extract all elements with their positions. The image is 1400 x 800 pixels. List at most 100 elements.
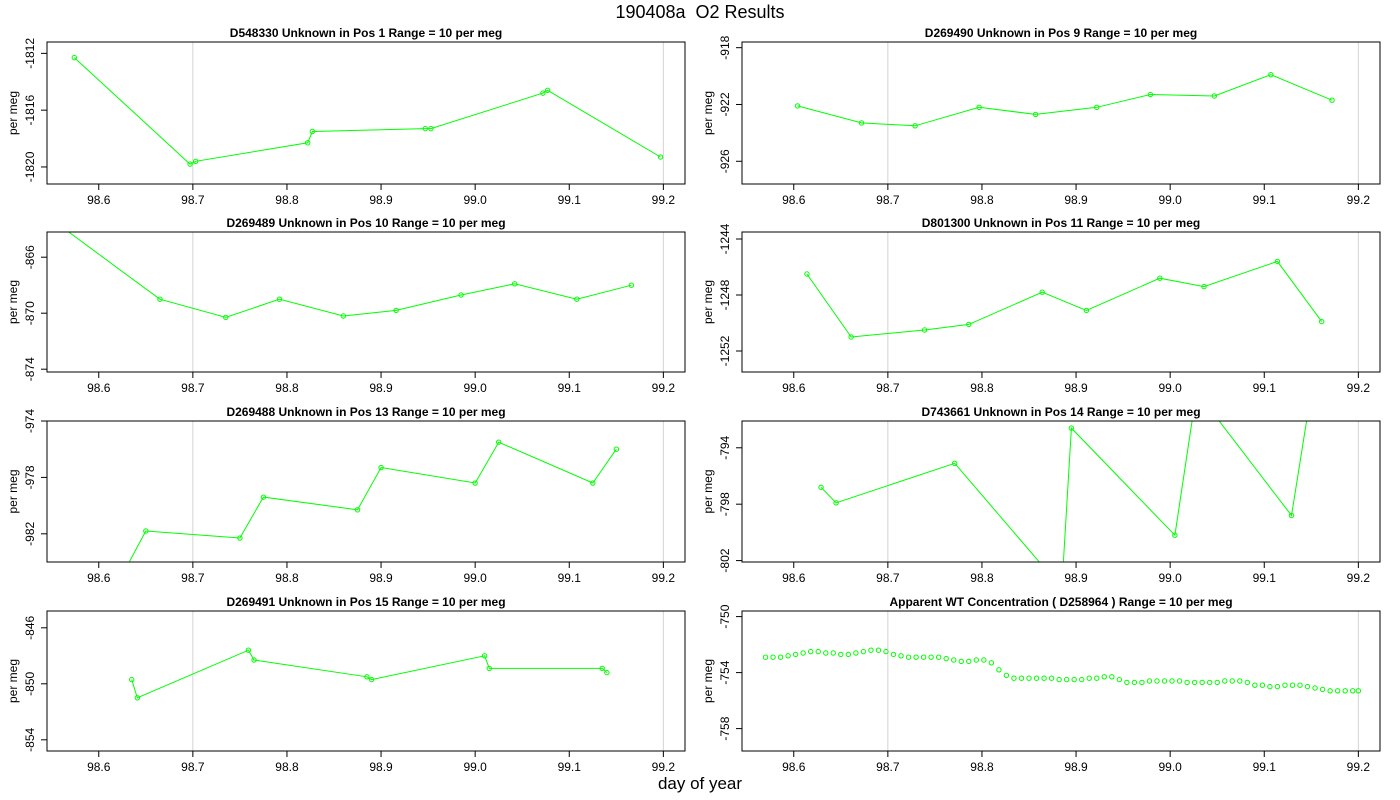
data-point — [853, 650, 859, 656]
x-tick-label: 98.7 — [876, 193, 900, 207]
data-point — [1147, 91, 1154, 98]
data-point — [1267, 683, 1273, 690]
plot-frame — [46, 231, 686, 373]
data-point — [958, 658, 964, 665]
data-point — [875, 647, 882, 653]
series-line — [806, 260, 1323, 338]
series-line — [67, 232, 632, 318]
panel-title: D269488 Unknown in Pos 13 Range = 10 per… — [226, 405, 505, 419]
data-point — [833, 500, 839, 506]
x-tick-label: 98.7 — [181, 571, 205, 585]
data-point — [1048, 675, 1055, 681]
data-point — [1109, 674, 1115, 680]
data-point — [223, 314, 229, 321]
y-tick-label: -794 — [718, 435, 732, 459]
x-tick-label: 99.2 — [652, 381, 676, 395]
data-point — [976, 104, 982, 111]
y-tick-label: -974 — [23, 409, 37, 433]
data-point — [777, 654, 784, 660]
data-point — [1094, 104, 1100, 111]
data-point — [981, 657, 987, 663]
data-point — [1312, 685, 1318, 691]
x-tick-label: 99.0 — [463, 193, 487, 207]
data-point — [1274, 683, 1281, 690]
data-point — [1063, 676, 1070, 683]
data-point — [1041, 675, 1047, 681]
series-group — [818, 389, 1313, 562]
data-point — [544, 87, 551, 93]
data-point — [1289, 682, 1296, 688]
data-point — [364, 674, 370, 680]
data-point — [860, 648, 867, 655]
series-group — [57, 223, 635, 321]
data-point — [245, 647, 252, 653]
x-tick-label: 99.0 — [1158, 381, 1182, 395]
x-tick-label: 98.6 — [87, 381, 111, 395]
data-point — [1169, 678, 1175, 684]
data-point — [599, 665, 605, 672]
data-point — [912, 123, 918, 129]
data-point — [604, 669, 610, 676]
data-point — [1297, 682, 1303, 688]
data-point — [57, 223, 61, 227]
data-point — [481, 653, 488, 659]
series-line — [128, 441, 617, 562]
chart-panel-8: Apparent WT Concentration ( D258964 ) Ra… — [701, 595, 1381, 774]
data-point — [973, 657, 980, 663]
data-point — [472, 480, 478, 486]
figure-title: 190408a O2 Results — [615, 2, 785, 22]
data-point — [807, 648, 814, 655]
data-point — [1309, 389, 1313, 393]
x-tick-label: 98.9 — [369, 193, 393, 207]
data-point — [815, 648, 821, 655]
x-tick-label: 98.6 — [87, 760, 111, 774]
y-axis-label: per meg — [6, 659, 20, 703]
data-point — [628, 282, 635, 288]
x-tick-label: 99.0 — [1158, 760, 1182, 774]
data-point — [785, 653, 791, 659]
data-point — [898, 653, 904, 659]
data-point — [1086, 675, 1092, 681]
data-point — [354, 507, 361, 513]
data-point — [1033, 675, 1040, 681]
data-point — [858, 120, 865, 126]
series-group — [794, 71, 1335, 129]
data-point — [1327, 688, 1333, 694]
data-point — [905, 654, 912, 660]
data-point — [428, 125, 434, 132]
data-point — [966, 321, 972, 328]
x-tick-label: 99.0 — [463, 760, 487, 774]
x-tick-label: 99.1 — [1253, 760, 1277, 774]
x-tick-label: 98.8 — [970, 193, 994, 207]
y-tick-label: -750 — [718, 604, 732, 628]
data-point — [1282, 682, 1288, 688]
y-tick-label: -850 — [23, 671, 37, 695]
data-point — [1154, 678, 1160, 684]
x-tick-label: 99.2 — [1347, 381, 1371, 395]
x-tick-label: 99.0 — [1158, 571, 1182, 585]
y-axis-label: per meg — [701, 469, 715, 513]
y-axis-label: per meg — [6, 469, 20, 513]
data-point — [1176, 678, 1183, 684]
data-point — [613, 446, 620, 452]
x-tick-label: 98.6 — [87, 193, 111, 207]
data-point — [304, 140, 311, 146]
data-point — [951, 657, 957, 663]
data-point — [1259, 682, 1266, 688]
x-tick-label: 98.6 — [782, 193, 806, 207]
data-point — [1083, 307, 1090, 314]
data-point — [1018, 675, 1025, 681]
data-point — [794, 103, 801, 109]
x-tick-label: 98.8 — [275, 760, 299, 774]
data-point — [1184, 679, 1190, 686]
data-point — [237, 535, 243, 541]
data-point — [1094, 675, 1100, 681]
data-point — [1206, 679, 1213, 686]
x-tick-label: 99.1 — [1253, 571, 1277, 585]
x-tick-label: 98.9 — [1064, 760, 1088, 774]
data-point — [1101, 674, 1107, 680]
data-point — [800, 650, 806, 656]
y-tick-label: -874 — [23, 357, 37, 381]
x-tick-label: 98.9 — [1064, 571, 1088, 585]
chart-panel-5: D269488 Unknown in Pos 13 Range = 10 per… — [6, 405, 686, 585]
